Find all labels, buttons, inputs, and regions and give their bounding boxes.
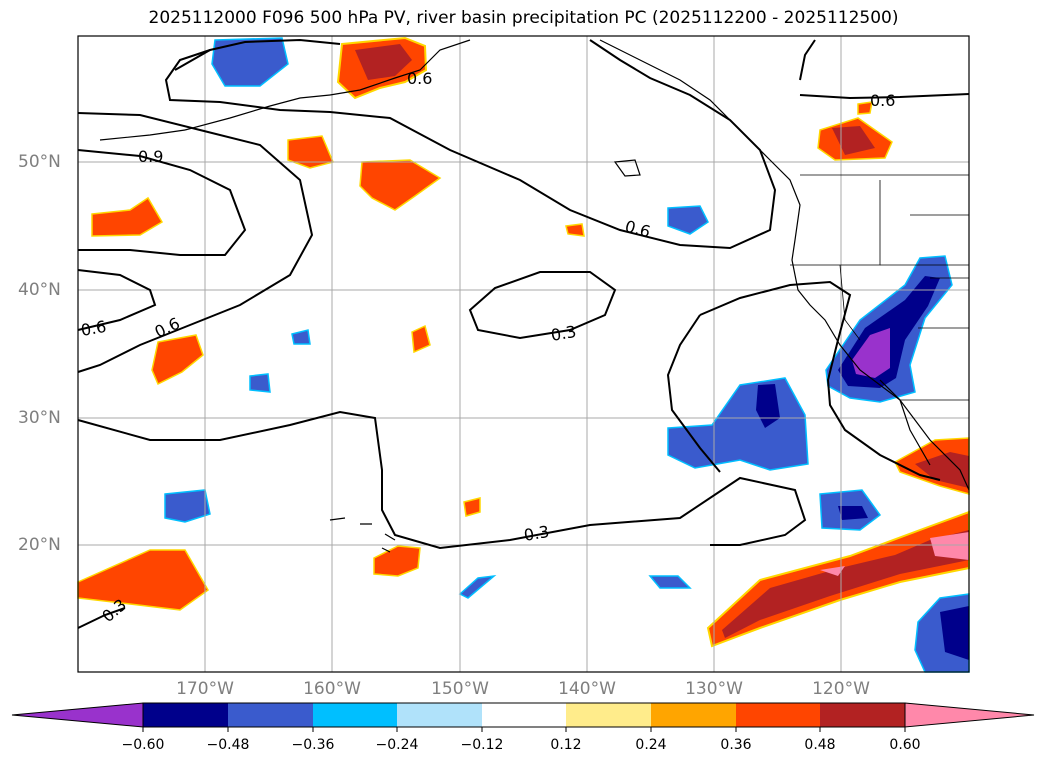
coastlines	[99, 39, 970, 553]
colorbar-tick-label: −0.12	[460, 737, 504, 753]
lon-label: 150°W	[431, 679, 489, 699]
graticule	[78, 36, 969, 672]
colorbar	[11, 702, 1035, 732]
lon-label: 120°W	[812, 679, 870, 699]
lon-label: 140°W	[558, 679, 616, 699]
colorbar-tick-label: 0.60	[889, 737, 921, 753]
lat-label: 30°N	[18, 408, 61, 428]
lat-label: 50°N	[18, 152, 61, 172]
contour-label: 0.6	[870, 91, 895, 110]
map-frame	[77, 35, 970, 673]
contour-label: 0.6	[407, 69, 432, 88]
lat-label: 20°N	[18, 535, 61, 555]
lon-label: 130°W	[685, 679, 743, 699]
colorbar-tick-label: −0.24	[375, 737, 419, 753]
lon-label: 170°W	[176, 679, 234, 699]
contour-label: 0.3	[549, 322, 577, 345]
negative-precip-anomalies	[164, 37, 970, 673]
pv-contours	[77, 38, 970, 629]
colorbar-tick-label: 0.48	[804, 737, 836, 753]
contour-label: 0.9	[138, 147, 163, 166]
colorbar-tick-label: 0.12	[550, 737, 582, 753]
political-borders	[790, 174, 969, 401]
colorbar-tick-label: −0.60	[121, 737, 165, 753]
colorbar-tick-label: 0.24	[635, 737, 667, 753]
colorbar-tick-label: 0.36	[720, 737, 752, 753]
lat-label: 40°N	[18, 280, 61, 300]
colorbar-tick-label: −0.36	[291, 737, 335, 753]
positive-precip-anomalies	[77, 36, 970, 648]
contour-label: 0.3	[522, 522, 550, 545]
map-panel: 0.9 0.6 0.6 0.6 0.6 0.6 0.3 0.3 0.3	[77, 35, 970, 673]
map-title: 2025112000 F096 500 hPa PV, river basin …	[148, 8, 899, 28]
lon-label: 160°W	[303, 679, 361, 699]
contour-label: 0.6	[79, 317, 107, 340]
colorbar-tick-label: −0.48	[206, 737, 250, 753]
